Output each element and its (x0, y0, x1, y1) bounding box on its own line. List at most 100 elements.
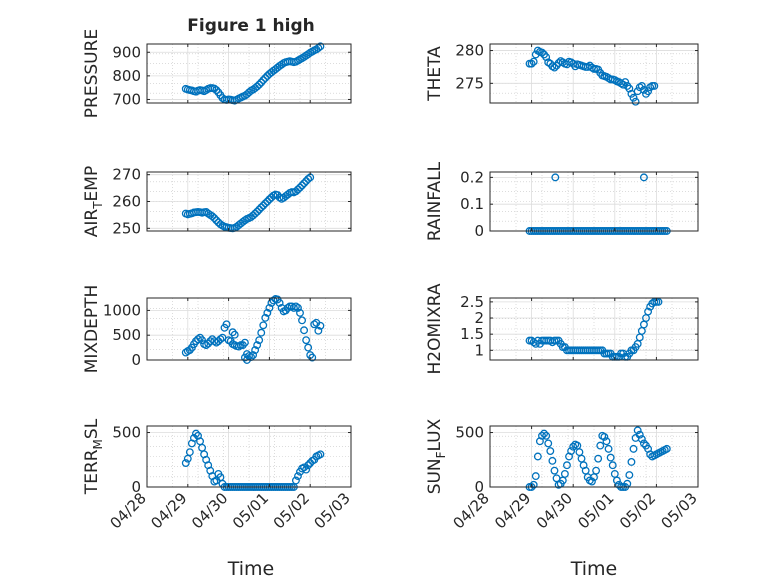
data-point (277, 60, 286, 69)
y-axis-label-subscript: T (91, 201, 105, 210)
y-axis-label: H2OMIXRA (425, 283, 445, 374)
data-point (257, 78, 266, 87)
data-point (222, 320, 231, 329)
data-point (533, 452, 542, 461)
axes-frame (146, 43, 352, 104)
y-tick-label: 1000 (103, 301, 141, 319)
data-point (294, 185, 302, 194)
data-point (253, 207, 262, 216)
data-point (296, 183, 304, 192)
x-tick-label: 04/28 (107, 489, 150, 532)
data-point (289, 303, 298, 312)
x-tick-label: 05/01 (574, 489, 617, 532)
y-tick-label: 700 (112, 90, 141, 108)
data-point (621, 78, 630, 86)
x-tick-label: 04/29 (491, 489, 534, 532)
y-axis-label-part: LUX (425, 418, 445, 451)
y-tick-label: 0.1 (460, 195, 484, 213)
data-point (261, 313, 270, 322)
axes-frame (146, 297, 352, 361)
data-point (300, 463, 309, 472)
data-point (251, 209, 260, 218)
data-point (316, 42, 325, 51)
data-point (259, 76, 268, 85)
axes-frame (489, 297, 699, 361)
data-point (596, 441, 605, 450)
data-point (255, 205, 264, 214)
x-tick-label: 04/28 (450, 489, 493, 532)
data-point (538, 431, 546, 440)
data-point (259, 201, 268, 210)
x-tick-label: 04/30 (533, 489, 576, 532)
data-point (314, 326, 323, 335)
data-point (602, 437, 611, 446)
data-point (608, 461, 617, 470)
y-axis-label: THETA (425, 46, 445, 102)
data-point (261, 74, 270, 82)
data-point (253, 82, 262, 91)
y-tick-label: 0 (474, 222, 484, 240)
data-point (635, 430, 644, 439)
y-tick-label: 260 (112, 193, 141, 211)
data-point (612, 476, 621, 485)
x-tick-label: 05/02 (270, 489, 313, 532)
data-point (637, 435, 646, 444)
figure-title: Figure 1 high (187, 16, 315, 36)
data-point (263, 308, 272, 317)
y-tick-label: 500 (455, 424, 484, 442)
data-point (257, 203, 266, 212)
data-point (291, 476, 300, 485)
data-point (212, 86, 221, 94)
data-point (249, 351, 258, 359)
data-point (275, 299, 284, 307)
y-tick-label: 800 (112, 67, 141, 85)
y-tick-label: 900 (112, 43, 141, 61)
data-point (662, 444, 671, 453)
data-point (629, 444, 638, 453)
subplot-rainfall: 0 0.1 0.2 RAINFALL (425, 161, 699, 241)
y-axis-label: AIRTEMP (82, 166, 105, 237)
data-point (531, 472, 540, 481)
data-point (181, 348, 190, 357)
data-point (551, 173, 560, 182)
data-point (627, 457, 636, 466)
y-tick-label: 500 (112, 424, 141, 442)
y-tick-label: 270 (112, 166, 141, 184)
data-point (255, 80, 264, 89)
plot-area (490, 44, 698, 103)
axes-frame (489, 43, 699, 104)
data-point (569, 442, 578, 451)
data-point (240, 338, 249, 347)
data-point (189, 434, 198, 442)
data-point (265, 303, 274, 312)
data-point (230, 330, 239, 339)
data-point (294, 472, 302, 481)
x-tick-label: 05/02 (616, 489, 659, 532)
x-tick-label: 04/30 (188, 489, 231, 532)
data-point (291, 302, 300, 311)
data-point (202, 341, 211, 350)
data-point (296, 308, 304, 317)
subplot-pressure: 700 800 900 PRESSURE (82, 29, 352, 118)
y-axis-label-subscript: M (91, 439, 105, 449)
y-tick-label: 0.2 (460, 168, 484, 186)
x-axis-label-right: Time (570, 558, 618, 580)
data-point (550, 466, 559, 475)
data-point (546, 447, 555, 456)
axes-frame (489, 425, 699, 488)
axes-frame (146, 425, 352, 488)
y-tick-label: 1.5 (460, 325, 484, 343)
y-tick-label: 2.5 (460, 293, 484, 311)
data-point (314, 44, 323, 52)
data-point (606, 453, 615, 462)
data-point (529, 480, 538, 489)
data-point (550, 63, 559, 72)
y-tick-label: 2 (474, 309, 484, 327)
data-point (304, 461, 313, 470)
data-point (604, 444, 613, 453)
data-point (181, 459, 190, 467)
data-point (587, 477, 596, 486)
y-axis-label: MIXDEPTH (82, 285, 102, 374)
